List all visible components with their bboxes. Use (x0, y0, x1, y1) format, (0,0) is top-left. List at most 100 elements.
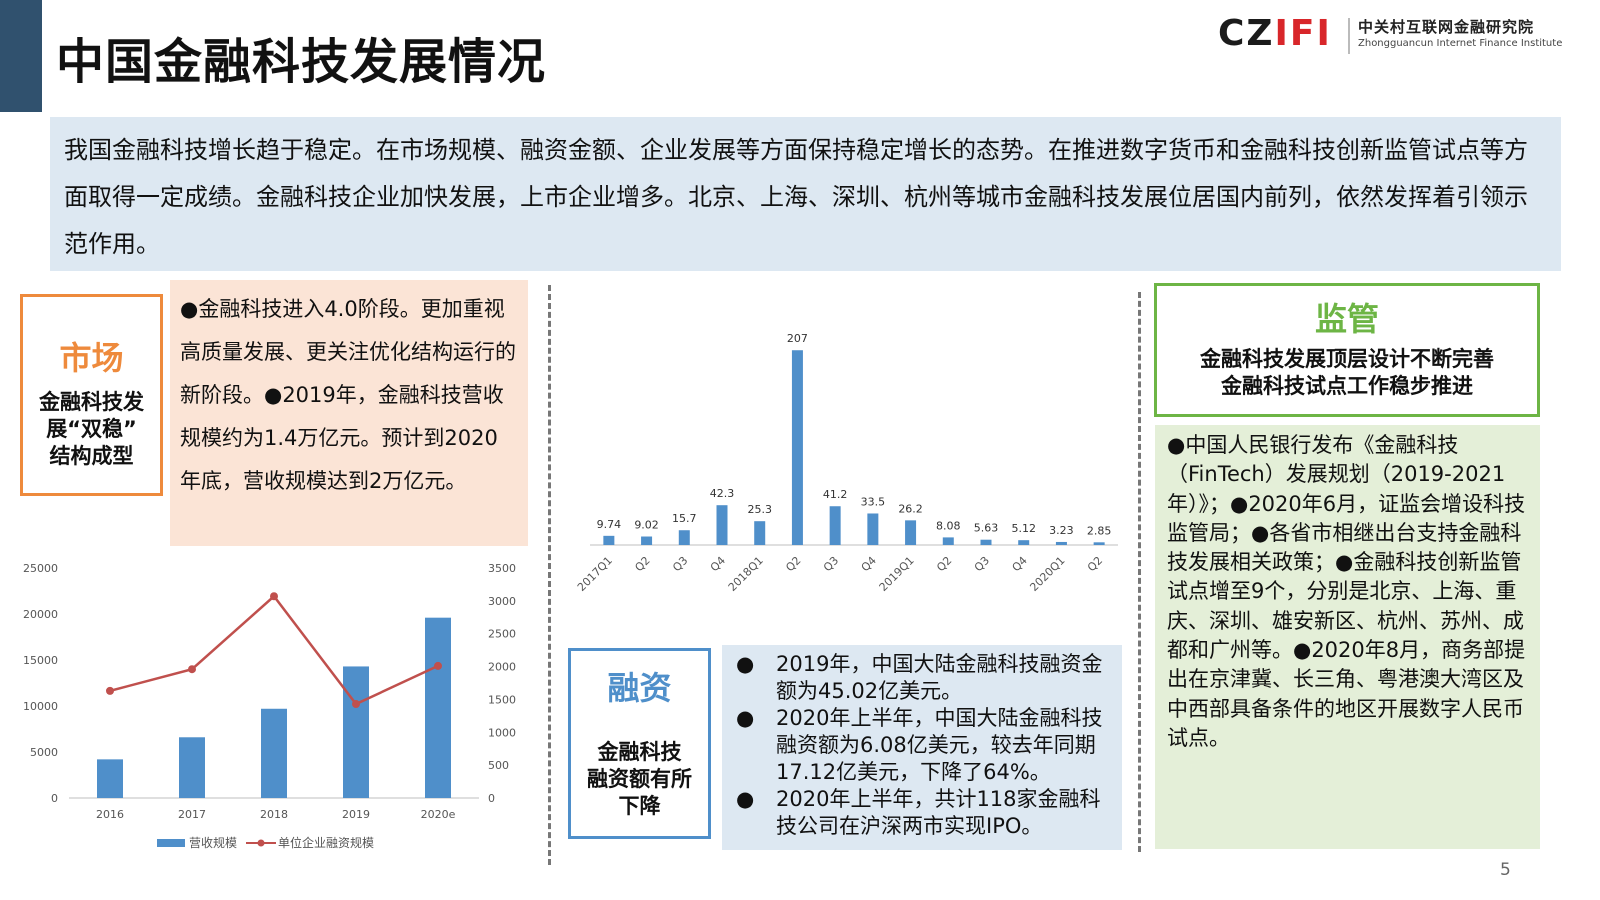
x-tick-label: Q4 (859, 554, 879, 574)
bar (603, 535, 615, 545)
x-tick-label: Q2 (1085, 554, 1105, 574)
intro-paragraph: 我国金融科技增长趋于稳定。在市场规模、融资金额、企业发展等方面保持稳定增长的态势… (50, 117, 1561, 271)
bar (829, 506, 841, 545)
financing-point (434, 661, 442, 670)
revenue-bar (425, 617, 451, 798)
y-right-tick-label: 2500 (488, 628, 516, 641)
market-subtitle-line: 结构成型 (49, 444, 134, 468)
market-card: 市场 金融科技发 展“双稳” 结构成型 (20, 294, 163, 496)
x-tick-label: Q2 (934, 554, 954, 574)
x-tick-label: 2018 (260, 808, 288, 821)
accent-bar (0, 0, 42, 112)
financing-subtitle-line: 下降 (618, 794, 661, 818)
regulation-subtitle-line: 金融科技试点工作稳步推进 (1221, 374, 1473, 398)
bar (641, 536, 653, 545)
x-tick-label: Q2 (783, 554, 803, 574)
bullet-dot: ● (736, 652, 755, 676)
data-label: 9.02 (634, 519, 659, 532)
financing-bullets: ● 2019年，中国大陆金融科技融资金额为45.02亿美元。 ● 2020年上半… (722, 645, 1122, 850)
bar (716, 505, 728, 545)
financing-card: 融资 金融科技 融资额有所 下降 (568, 648, 711, 839)
bullet-dot: ● (736, 787, 755, 811)
x-tick-label: Q4 (1010, 554, 1030, 574)
y-left-tick-label: 25000 (23, 562, 58, 575)
revenue-bar (97, 759, 123, 798)
bar (754, 521, 766, 545)
bar (905, 520, 917, 545)
regulation-subtitle: 金融科技发展顶层设计不断完善 金融科技试点工作稳步推进 (1157, 346, 1537, 400)
logo-english-name: Zhongguancun Internet Finance Institute (1358, 38, 1563, 49)
financing-subtitle: 金融科技 融资额有所 下降 (571, 739, 708, 820)
data-label: 26.2 (898, 502, 923, 515)
x-tick-label: 2020e (421, 808, 456, 821)
bar (980, 539, 992, 545)
financing-subtitle-line: 金融科技 (597, 740, 682, 764)
financing-bullet: ● 2020年上半年，中国大陆金融科技融资额为6.08亿美元，较去年同期17.1… (732, 705, 1114, 786)
regulation-text: ●中国人民银行发布《金融科技（FinTech）发展规划（2019-2021年）》… (1155, 425, 1540, 849)
logo-divider (1348, 18, 1350, 54)
y-right-tick-label: 3500 (488, 562, 516, 575)
y-right-tick-label: 3000 (488, 595, 516, 608)
x-tick-label: 2020Q1 (1027, 554, 1067, 594)
y-left-tick-label: 10000 (23, 700, 58, 713)
x-tick-label: 2016 (96, 808, 124, 821)
y-right-tick-label: 500 (488, 759, 509, 772)
x-tick-label: Q3 (972, 554, 992, 574)
financing-subtitle-line: 融资额有所 (587, 767, 692, 791)
financing-title: 融资 (607, 669, 672, 707)
bar (791, 350, 803, 545)
y-right-tick-label: 2000 (488, 661, 516, 674)
legend-label-revenue: 营收规模 (189, 835, 237, 850)
logo-mark-left: CZ (1218, 13, 1275, 54)
y-left-tick-label: 0 (51, 792, 58, 805)
market-subtitle: 金融科技发 展“双稳” 结构成型 (23, 389, 160, 470)
x-tick-label: Q2 (632, 554, 652, 574)
y-left-tick-label: 20000 (23, 608, 58, 621)
x-tick-label: Q4 (708, 554, 728, 574)
legend-label-financing: 单位企业融资规模 (278, 835, 374, 850)
x-tick-label: Q3 (821, 554, 841, 574)
bar (1018, 540, 1030, 545)
bullet-text: 2020年上半年，共计118家金融科技公司在沪深两市实现IPO。 (776, 787, 1101, 838)
regulation-subtitle-line: 金融科技发展顶层设计不断完善 (1200, 347, 1494, 371)
y-left-tick-label: 15000 (23, 654, 58, 667)
logo-mark-right: IFI (1274, 13, 1332, 54)
financing-bullet: ● 2020年上半年，共计118家金融科技公司在沪深两市实现IPO。 (732, 786, 1114, 840)
bar (942, 537, 954, 545)
logo-mark: CZIFI (1218, 14, 1332, 54)
financing-point (352, 700, 360, 709)
data-label: 8.08 (936, 519, 961, 532)
revenue-bar (179, 737, 205, 798)
financing-line (109, 594, 439, 706)
page-number: 5 (1500, 860, 1511, 880)
financing-point (270, 592, 278, 601)
bar (1093, 542, 1105, 545)
y-right-tick-label: 1000 (488, 726, 516, 739)
revenue-bar (343, 666, 369, 798)
market-subtitle-line: 展“双稳” (46, 417, 137, 441)
data-label: 42.3 (710, 487, 735, 500)
data-label: 207 (787, 332, 808, 345)
bullet-text: 2019年，中国大陆金融科技融资金额为45.02亿美元。 (776, 652, 1103, 703)
data-label: 25.3 (747, 503, 772, 516)
x-tick-label: 2017Q1 (575, 554, 615, 594)
market-text: ●金融科技进入4.0阶段。更加重视高质量发展、更关注优化结构运行的新阶段。●20… (170, 280, 528, 546)
x-tick-label: 2017 (178, 808, 206, 821)
bar (678, 530, 690, 545)
bullet-text: 2020年上半年，中国大陆金融科技融资额为6.08亿美元，较去年同期17.12亿… (776, 706, 1103, 784)
data-label: 9.74 (597, 518, 622, 531)
data-label: 3.23 (1049, 524, 1074, 537)
data-label: 5.63 (974, 522, 999, 535)
bullet-dot: ● (736, 706, 755, 730)
x-tick-label: 2019Q1 (877, 554, 917, 594)
revenue-financing-chart: 0 5000 10000 15000 20000 25000 0 500 1000 1500 200… (23, 562, 516, 850)
x-tick-label: 2018Q1 (726, 554, 766, 594)
y-right-tick-label: 1500 (488, 693, 516, 706)
financing-point (106, 686, 114, 695)
legend-swatch-revenue (157, 839, 185, 847)
x-tick-label: Q3 (670, 554, 690, 574)
data-label: 2.85 (1087, 524, 1112, 537)
y-left-tick-label: 5000 (30, 746, 58, 759)
x-tick-label: 2019 (342, 808, 370, 821)
data-label: 5.12 (1011, 522, 1036, 535)
